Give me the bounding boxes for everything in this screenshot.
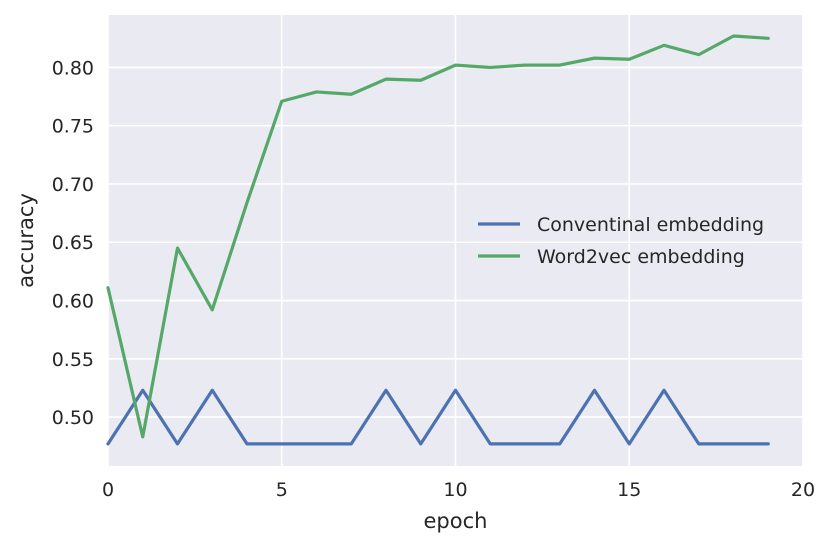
x-axis-label: epoch (424, 509, 488, 533)
x-tick-label: 20 (791, 479, 815, 501)
x-tick-label: 5 (276, 479, 288, 501)
y-tick-label: 0.50 (52, 407, 94, 429)
series-line-word2vec (106, 34, 770, 439)
grid (107, 15, 804, 466)
y-tick-label: 0.60 (52, 291, 94, 313)
x-tick-label: 10 (443, 479, 467, 501)
y-axis-label: accuracy (14, 193, 38, 288)
y-tick-label: 0.65 (52, 232, 94, 254)
x-tick-label: 0 (102, 479, 114, 501)
y-tick-label: 0.75 (52, 116, 94, 138)
series-lines (106, 34, 770, 446)
y-tick-label: 0.80 (52, 57, 94, 79)
x-axis-ticks: 0 5 10 15 20 (102, 479, 815, 501)
legend-label-conventional: Conventinal embedding (537, 214, 764, 236)
legend: Conventinal embedding Word2vec embedding (478, 214, 764, 268)
legend-label-word2vec: Word2vec embedding (537, 246, 745, 268)
series-line-conventional (106, 388, 770, 446)
x-tick-label: 15 (617, 479, 641, 501)
y-tick-label: 0.55 (52, 349, 94, 371)
y-tick-label: 0.70 (52, 174, 94, 196)
y-axis-ticks: 0.50 0.55 0.60 0.65 0.70 0.75 0.80 (52, 57, 94, 429)
